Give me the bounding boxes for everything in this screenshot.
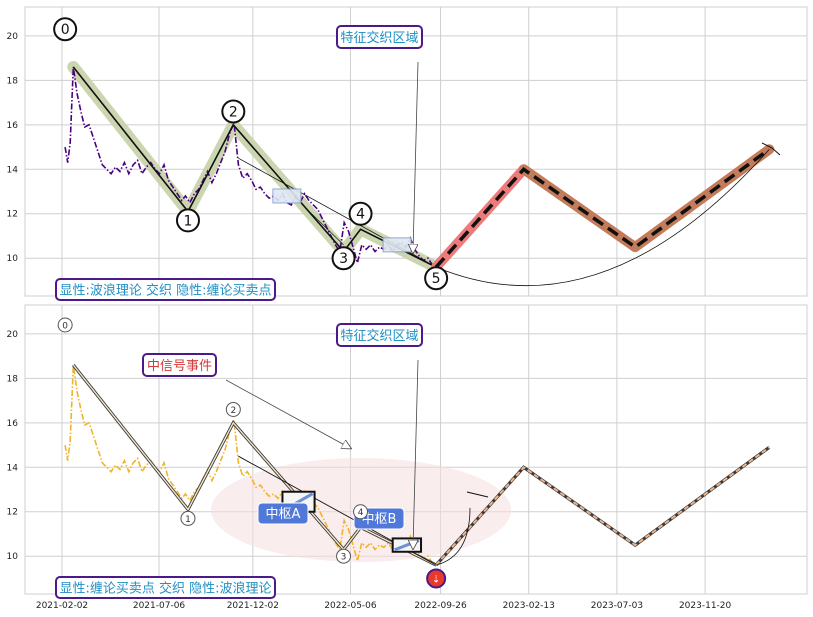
buy-point-marker bbox=[426, 568, 447, 589]
top-ytick-label: 10 bbox=[7, 254, 19, 264]
bottom-ytick-label: 18 bbox=[7, 374, 19, 384]
top-ytick-label: 20 bbox=[7, 32, 19, 42]
pivot-a-label-bg bbox=[257, 502, 309, 525]
prediction-dashed-line bbox=[434, 147, 771, 269]
top-callout-text: 特征交织区域 bbox=[340, 30, 418, 46]
xtick-label: 2023-07-03 bbox=[591, 601, 643, 611]
top-wave-node-4 bbox=[348, 201, 373, 226]
top-callout-arrow bbox=[413, 61, 419, 252]
top-wave-node-2 bbox=[221, 99, 246, 124]
bottom-wave-node-label-3: 3 bbox=[341, 553, 347, 563]
price-series-line bbox=[64, 66, 437, 268]
bottom-arc-cap bbox=[466, 491, 489, 498]
bottom-ytick-label: 20 bbox=[7, 330, 19, 340]
bottom-wave-line bbox=[72, 364, 437, 566]
top-wave-node-5 bbox=[424, 266, 449, 291]
wave-line bbox=[72, 66, 437, 268]
xtick-label: 2023-02-13 bbox=[503, 601, 555, 611]
bottom-wave-node-0 bbox=[57, 317, 73, 333]
x-axis: 2021-02-02 2021-07-06 2021-12-02 2022-05-06… bbox=[36, 601, 732, 611]
signal-text: 中信号事件 bbox=[147, 359, 212, 374]
bottom-callout-text: 特征交织区域 bbox=[340, 328, 418, 344]
top-wave-node-label-0: 0 bbox=[61, 22, 70, 38]
top-callout: 特征交织区域 bbox=[336, 25, 423, 49]
bottom-projection-arc bbox=[436, 507, 471, 566]
bottom-wave-node-label-0: 0 bbox=[62, 322, 68, 332]
top-wave-node-label-4: 4 bbox=[356, 207, 365, 223]
sub-trend-line bbox=[295, 197, 344, 246]
top-wave-node-label-1: 1 bbox=[184, 213, 193, 229]
bottom-wave-node-4 bbox=[353, 504, 369, 520]
top-ytick-label: 18 bbox=[7, 76, 19, 86]
bottom-ytick-label: 10 bbox=[7, 552, 19, 562]
top-ytick-label: 16 bbox=[7, 121, 19, 131]
xtick-label: 2023-11-20 bbox=[679, 601, 732, 611]
top-pivot-box-0 bbox=[272, 188, 302, 204]
pivot-b-label: 中枢B bbox=[362, 512, 397, 527]
bottom-ytick-label: 16 bbox=[7, 419, 19, 429]
xtick-label: 2021-07-06 bbox=[133, 601, 186, 611]
bottom-wave-node-label-1: 1 bbox=[185, 515, 191, 525]
bottom-legend-box: 显性:缠论买卖点 交织 隐性:波浪理论 bbox=[55, 576, 276, 599]
top-ytick-label: 14 bbox=[7, 165, 19, 175]
bottom-wave-node-2 bbox=[225, 401, 241, 417]
bottom-price-series-line bbox=[64, 364, 437, 566]
xtick-label: 2022-09-26 bbox=[414, 601, 467, 611]
xtick-label: 2021-12-02 bbox=[227, 601, 279, 611]
bottom-wave-node-label-4: 4 bbox=[358, 508, 364, 518]
top-legend-box: 显性:波浪理论 交织 隐性:缠论买卖点 bbox=[55, 278, 276, 301]
bottom-ytick-label: 12 bbox=[7, 508, 18, 518]
signal-arrow bbox=[225, 379, 350, 448]
top-legend-text: 显性:波浪理论 交织 隐性:缠论买卖点 bbox=[59, 283, 271, 299]
bottom-callout-arrow bbox=[413, 359, 419, 548]
bottom-callout: 特征交织区域 bbox=[336, 323, 423, 347]
top-wave-node-label-2: 2 bbox=[229, 104, 238, 120]
bottom-wave-node-3 bbox=[336, 548, 352, 564]
projection-arc bbox=[435, 149, 770, 287]
bottom-ytick-label: 14 bbox=[7, 463, 19, 473]
top-ytick-label: 12 bbox=[7, 210, 18, 220]
top-pivot-box-1 bbox=[382, 237, 412, 253]
xtick-label: 2021-02-02 bbox=[36, 601, 88, 611]
bottom-wave-node-1 bbox=[180, 510, 196, 526]
top-wave-node-label-3: 3 bbox=[339, 251, 348, 267]
end-bracket bbox=[761, 142, 781, 156]
top-wave-node-3 bbox=[331, 246, 356, 271]
top-wave-node-1 bbox=[175, 208, 200, 233]
top-wave-node-0 bbox=[53, 17, 78, 42]
signal-box: 中信号事件 bbox=[142, 353, 217, 377]
bottom-prediction-line bbox=[435, 446, 770, 566]
bottom-wave-node-label-2: 2 bbox=[230, 406, 236, 416]
xtick-label: 2022-05-06 bbox=[324, 601, 377, 611]
pivot-a-label: 中枢A bbox=[266, 507, 301, 522]
bottom-legend-text: 显性:缠论买卖点 交织 隐性:波浪理论 bbox=[59, 581, 271, 597]
buy-point-marker-label: ⇣ bbox=[432, 574, 440, 585]
top-wave-node-label-5: 5 bbox=[432, 271, 441, 287]
